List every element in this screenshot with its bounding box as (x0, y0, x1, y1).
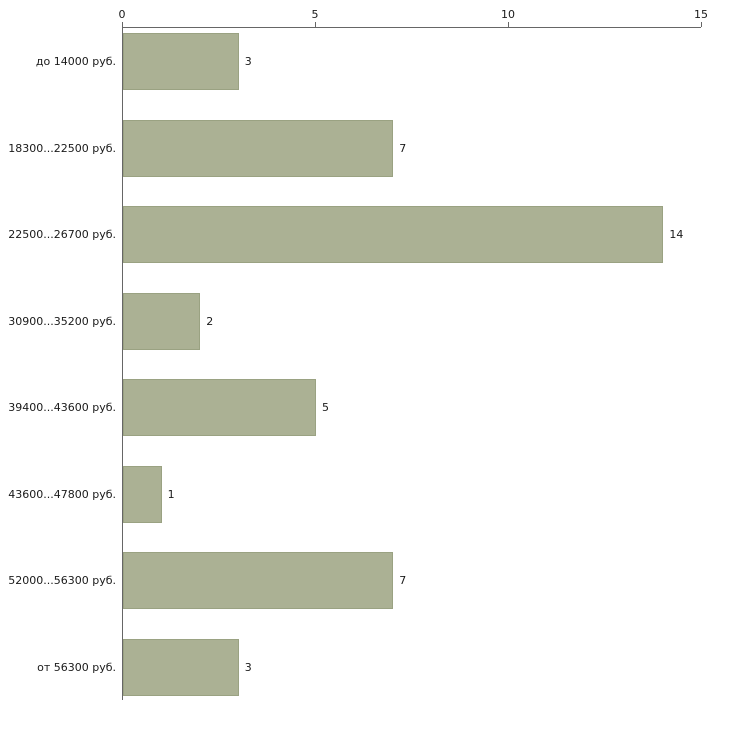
category-label: 22500...26700 руб. (8, 228, 116, 241)
x-tick-label: 15 (694, 8, 708, 21)
category-label: до 14000 руб. (35, 55, 116, 68)
value-label: 1 (167, 487, 175, 501)
category-label: 30900...35200 руб. (8, 314, 116, 328)
x-tick-mark (701, 22, 702, 27)
bar (123, 292, 201, 350)
x-tick-mark (122, 22, 123, 27)
x-tick-label: 5 (311, 8, 319, 21)
bar (123, 206, 664, 263)
bar (123, 552, 394, 609)
x-axis-line (122, 27, 701, 28)
value-label: 7 (399, 141, 407, 155)
x-tick-label: 0 (118, 8, 126, 21)
x-tick-mark (315, 22, 316, 27)
category-label: 52000...56300 руб. (8, 574, 116, 587)
bar (123, 119, 394, 177)
bar (123, 379, 316, 436)
x-tick-label: 10 (501, 8, 515, 21)
category-label: 43600...47800 руб. (8, 487, 116, 501)
value-label: 7 (399, 574, 407, 587)
value-label: 3 (244, 55, 252, 68)
category-label: от 56300 руб. (37, 660, 116, 674)
value-label: 14 (669, 228, 684, 241)
value-label: 2 (206, 314, 214, 328)
bar (123, 638, 239, 696)
category-label: 18300...22500 руб. (8, 141, 116, 155)
x-tick-mark (508, 22, 509, 27)
bar (123, 465, 162, 523)
value-label: 5 (322, 401, 329, 414)
value-label: 3 (244, 660, 252, 674)
y-axis-line (122, 27, 123, 700)
bar (123, 33, 239, 90)
category-label: 39400...43600 руб. (8, 401, 116, 414)
